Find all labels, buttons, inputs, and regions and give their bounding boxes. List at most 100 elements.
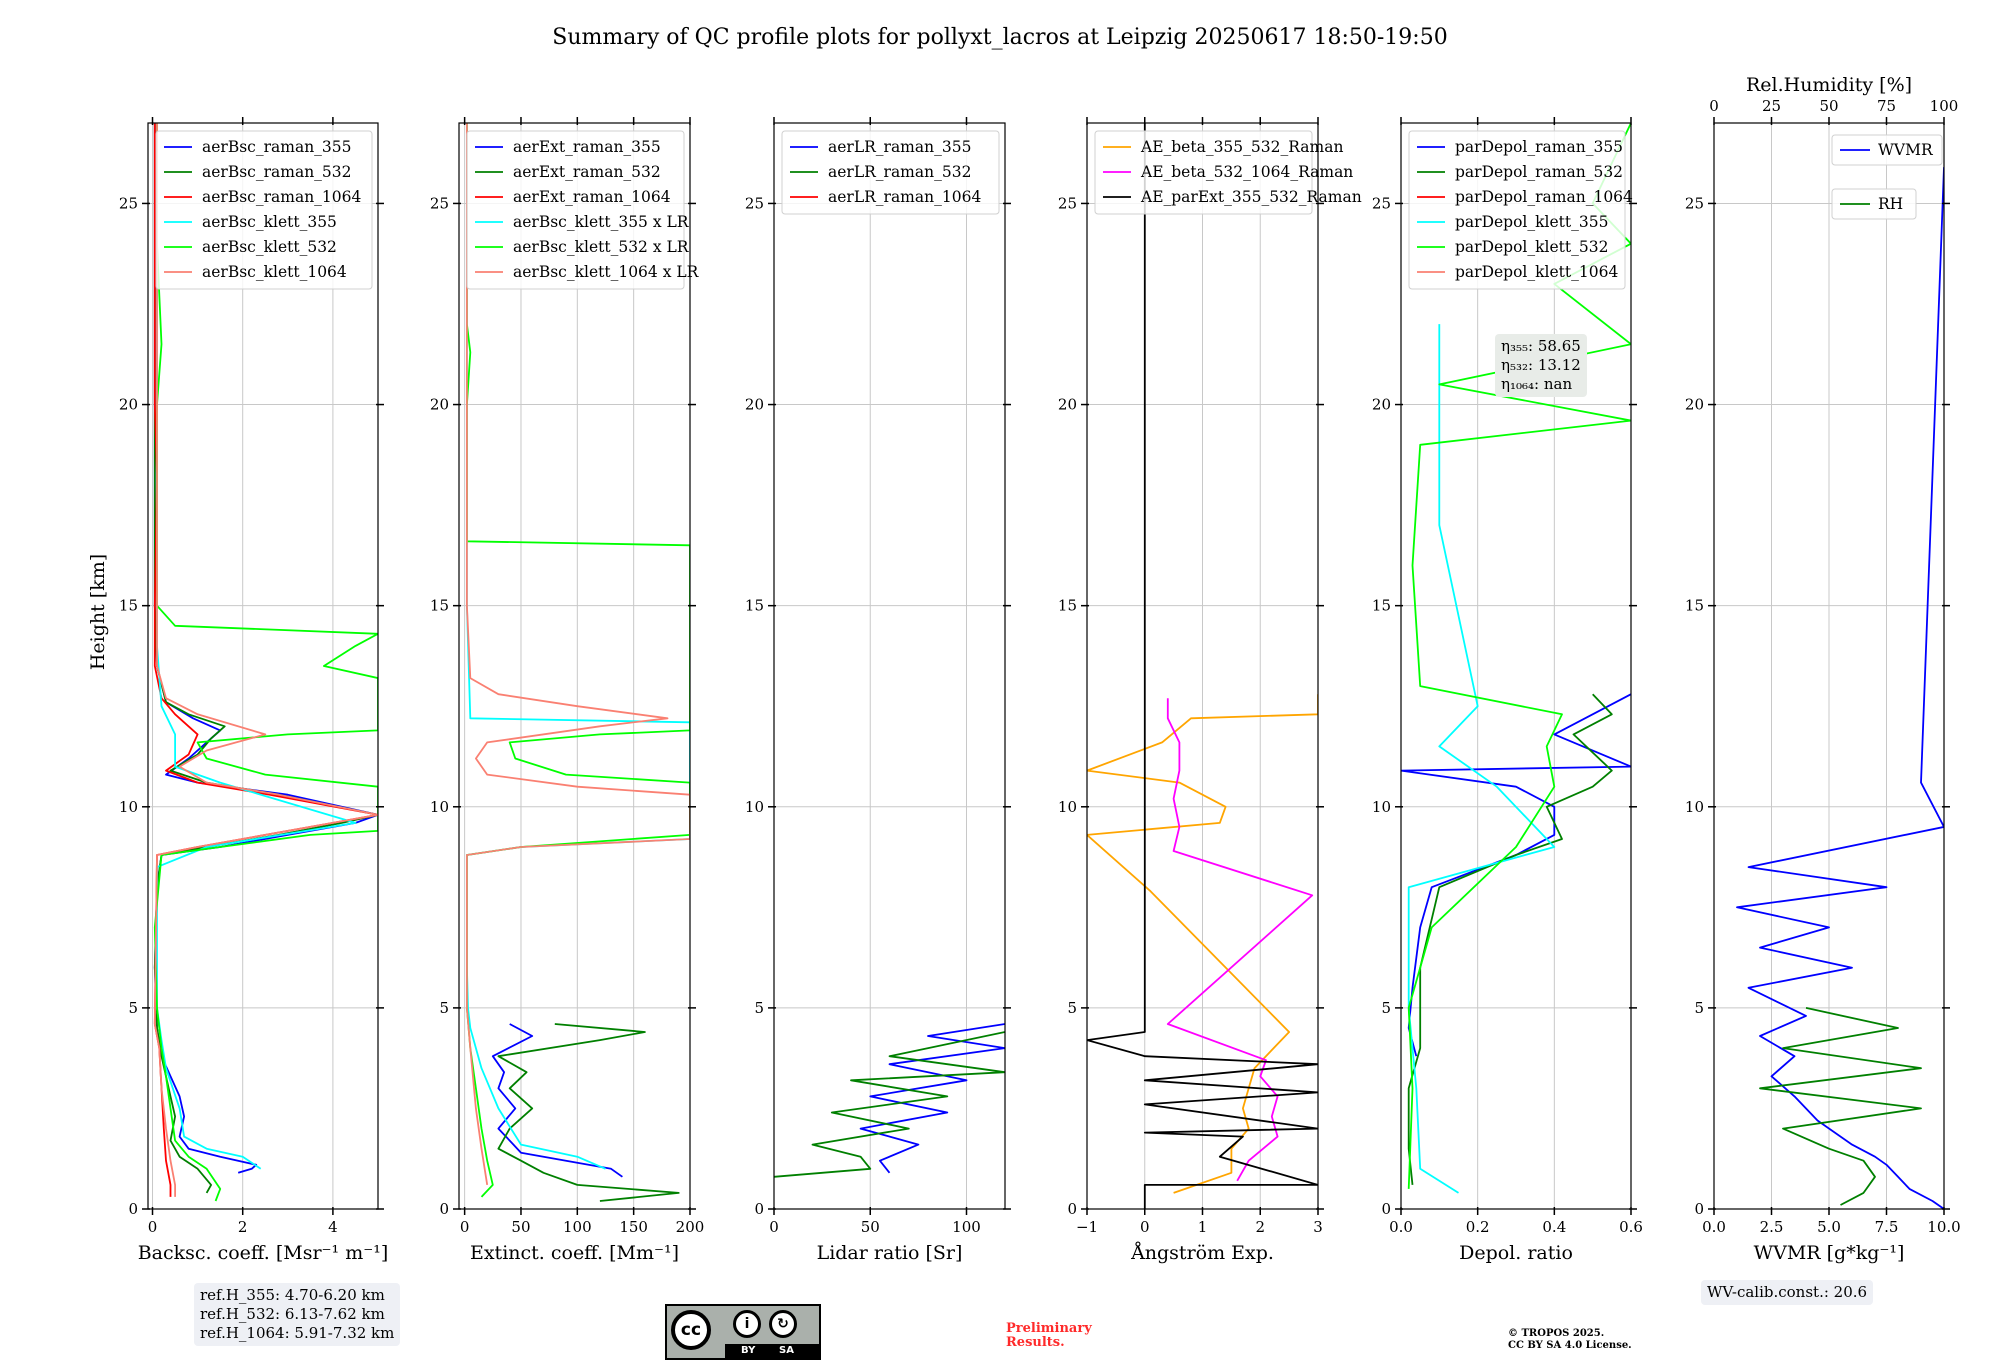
y-tick-label: 20	[1058, 396, 1077, 414]
panel-wv: 0 5 10 15 20 25 0.0 2.5 5.0 7.5 10.0 WVMR [g*kg⁻¹] 0…	[1685, 74, 1961, 1264]
x-tick-label: 0.4	[1542, 1218, 1566, 1236]
legend-label: aerBsc_klett_1064 x LR	[513, 263, 700, 281]
legend-box	[781, 130, 1000, 215]
y-tick-label: 15	[745, 597, 764, 615]
y-tick-label: 5	[128, 999, 138, 1017]
x-tick-label: 100	[952, 1218, 981, 1236]
legend-label: aerLR_raman_532	[828, 163, 971, 181]
y-tick-label: 0	[1381, 1200, 1391, 1218]
y-tick-label: 25	[1058, 194, 1077, 212]
y-tick-label: 25	[745, 194, 764, 212]
legend-label: AE_parExt_355_532_Raman	[1140, 188, 1362, 206]
y-tick-label: 15	[1685, 597, 1704, 615]
eta-1064: η₁₀₆₄: nan	[1501, 375, 1573, 393]
y-tick-label: 25	[1685, 194, 1704, 212]
x-axis-label: Lidar ratio [Sr]	[817, 1242, 963, 1264]
cc-by-sa-logo: cc i ↻ BY SA	[665, 1304, 821, 1360]
panel-extinction: 0 5 10 15 20 25 0 50 100 150 200 Extinct. coeff. [M…	[430, 117, 704, 1264]
x-tick-label: 2	[1255, 1218, 1265, 1236]
x-tick-label: 100	[563, 1218, 592, 1236]
legend-label: parDepol_raman_532	[1455, 163, 1623, 181]
x2-tick-label: 100	[1930, 97, 1959, 115]
legend-label: aerBsc_klett_355 x LR	[513, 213, 690, 231]
x-tick-label: 0	[460, 1218, 470, 1236]
copyright-line-2: CC BY SA 4.0 License.	[1508, 1340, 1632, 1351]
axes-frame	[458, 122, 691, 1210]
series-line-wvmr	[1736, 167, 1944, 1209]
y-tick-label: 15	[1058, 597, 1077, 615]
x2-tick-label: 0	[1709, 97, 1719, 115]
x2-tick-label: 75	[1877, 97, 1896, 115]
legend-label: aerBsc_klett_355	[202, 213, 337, 231]
x-tick-label: 50	[511, 1218, 530, 1236]
series-line-pardepol-klett-355	[1407, 324, 1556, 1194]
series-line-rh	[1759, 1007, 1922, 1206]
y-tick-label: 0	[1694, 1200, 1704, 1218]
x-tick-label: 0.6	[1619, 1218, 1643, 1236]
y-tick-label: 10	[745, 798, 764, 816]
preliminary-line-2: Results.	[1006, 1335, 1065, 1350]
y-tick-label: 5	[1381, 999, 1391, 1017]
eta-355: η₃₅₅: 58.65	[1501, 337, 1581, 355]
axes-frame	[1400, 122, 1632, 1210]
series-group	[1736, 167, 1944, 1209]
legend-label: parDepol_klett_355	[1455, 213, 1608, 231]
x-tick-label: 3	[1313, 1218, 1323, 1236]
y-tick-label: 0	[754, 1200, 764, 1218]
series-line-pardepol-raman-355	[1401, 693, 1631, 1057]
y-tick-label: 0	[439, 1200, 449, 1218]
y-tick-label: 25	[1372, 194, 1391, 212]
legend-box	[466, 130, 685, 290]
legend-label: aerBsc_klett_532	[202, 238, 337, 256]
legend-label: aerLR_raman_1064	[828, 188, 981, 206]
series-line-aerbsc-klett-532	[153, 123, 378, 1202]
share-alike-icon: ↻	[769, 1310, 797, 1338]
cc-circle-icon: cc	[671, 1310, 711, 1350]
y-tick-label: 25	[430, 194, 449, 212]
preliminary-line-1: Preliminary	[1006, 1321, 1092, 1336]
series-line-aerbsc-klett-1064	[153, 123, 378, 1197]
x-tick-label: 4	[328, 1218, 338, 1236]
person-icon: i	[733, 1310, 761, 1338]
legend-label: AE_beta_532_1064_Raman	[1140, 163, 1353, 181]
legend-label: AE_beta_355_532_Raman	[1140, 138, 1343, 156]
x-tick-label: 0.0	[1389, 1218, 1413, 1236]
x-tick-label: 0	[769, 1218, 779, 1236]
series-line-aerlr-raman-532	[774, 1031, 1005, 1178]
legend-box	[1094, 130, 1313, 215]
x-tick-label: 5.0	[1817, 1218, 1841, 1236]
y-tick-label: 20	[745, 396, 764, 414]
x-tick-label: 0	[1140, 1218, 1150, 1236]
axes-frame	[147, 122, 379, 1210]
legend-label: parDepol_klett_532	[1455, 238, 1608, 256]
legend-label: aerBsc_raman_532	[202, 163, 352, 181]
wv-calib-box: WV-calib.const.: 20.6	[1701, 1280, 1874, 1305]
copyright-line-1: © TROPOS 2025.	[1508, 1328, 1605, 1339]
x-axis-label: Ångström Exp.	[1130, 1242, 1274, 1264]
eta-532: η₅₃₂: 13.12	[1501, 356, 1581, 374]
y-tick-label: 5	[754, 999, 764, 1017]
axes-frame	[773, 122, 1006, 1210]
legend-label: aerExt_raman_1064	[513, 188, 671, 206]
y-tick-label: 10	[1058, 798, 1077, 816]
ref-height-532: ref.H_532: 6.13-7.62 km	[200, 1305, 385, 1323]
y-tick-label: 0	[1067, 1200, 1077, 1218]
legend-label: aerLR_raman_355	[828, 138, 971, 156]
ref-height-1064: ref.H_1064: 5.91-7.32 km	[200, 1324, 395, 1342]
series-group	[153, 123, 378, 1202]
series-line-ae-beta-532-1064-raman	[1166, 698, 1314, 1182]
eta-box: η₃₅₅: 58.65 η₅₃₂: 13.12 η₁₀₆₄: nan	[1495, 334, 1587, 397]
cc-label-bar: BY SA	[725, 1344, 819, 1358]
x2-axis-label: Rel.Humidity [%]	[1746, 74, 1912, 96]
series-line-ae-parext-355-532-raman	[1087, 123, 1318, 1209]
y-tick-label: 20	[1685, 396, 1704, 414]
x-tick-label: 10.0	[1927, 1218, 1960, 1236]
x-tick-label: −1	[1076, 1218, 1098, 1236]
legend-label: aerExt_raman_355	[513, 138, 661, 156]
legend-label: aerBsc_klett_1064	[202, 263, 347, 281]
legend-box	[1831, 134, 1943, 166]
y-tick-label: 10	[119, 798, 138, 816]
copyright-note: © TROPOS 2025. CC BY SA 4.0 License.	[1508, 1328, 1632, 1352]
y-tick-label: 10	[430, 798, 449, 816]
